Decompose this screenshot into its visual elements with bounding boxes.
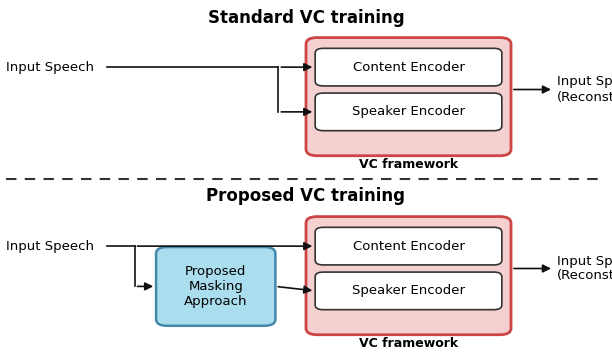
Text: Input Speech: Input Speech xyxy=(6,240,94,253)
FancyBboxPatch shape xyxy=(315,93,502,131)
FancyBboxPatch shape xyxy=(306,217,511,335)
Text: Speaker Encoder: Speaker Encoder xyxy=(352,105,465,118)
FancyBboxPatch shape xyxy=(315,272,502,310)
Text: VC framework: VC framework xyxy=(359,337,458,349)
Text: Standard VC training: Standard VC training xyxy=(207,9,405,27)
FancyBboxPatch shape xyxy=(156,247,275,326)
FancyBboxPatch shape xyxy=(315,48,502,86)
Text: Proposed
Masking
Approach: Proposed Masking Approach xyxy=(184,265,247,308)
FancyBboxPatch shape xyxy=(315,227,502,265)
Text: Input Speech: Input Speech xyxy=(6,61,94,74)
Text: Speaker Encoder: Speaker Encoder xyxy=(352,284,465,297)
Text: Input Speech
(Reconstructed): Input Speech (Reconstructed) xyxy=(557,255,612,282)
FancyBboxPatch shape xyxy=(306,38,511,156)
Text: Content Encoder: Content Encoder xyxy=(353,61,465,74)
Text: Proposed VC training: Proposed VC training xyxy=(206,187,406,205)
Text: Input Speech
(Reconstructed): Input Speech (Reconstructed) xyxy=(557,76,612,103)
Text: Content Encoder: Content Encoder xyxy=(353,240,465,253)
Text: VC framework: VC framework xyxy=(359,158,458,170)
